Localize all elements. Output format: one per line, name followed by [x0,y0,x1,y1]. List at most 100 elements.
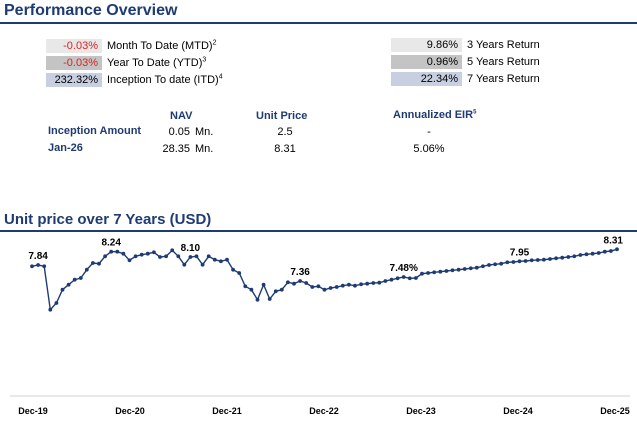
data-point [194,254,199,259]
data-point [152,250,156,255]
data-point [420,271,424,276]
x-tick-label: Dec-21 [212,406,242,416]
data-point [206,254,211,259]
data-point [590,251,595,256]
data-point [474,265,479,270]
data-point [328,286,333,290]
data-point [542,257,546,262]
x-tick-label: Dec-20 [115,406,145,416]
point-label: 7.84 [28,251,48,262]
data-point [523,259,528,263]
data-point [103,254,107,259]
data-point [511,260,516,264]
perf-row-itd: 232.32% Inception To date (ITD)4 [46,73,223,87]
eir-footnote: 5 [473,109,477,116]
data-point [371,281,376,285]
data-point [481,264,485,269]
data-point [535,258,540,262]
data-point [292,281,296,286]
data-point [133,254,138,259]
data-point [261,282,266,287]
data-point [487,263,491,267]
return-3y-label: 3 Years Return [467,39,540,51]
data-point [36,263,40,267]
return-7y-label: 7 Years Return [467,73,540,85]
perf-row-5y: 0.96% 5 Years Return [391,55,540,69]
data-point [560,255,565,260]
data-point [127,258,132,263]
data-point [219,259,223,264]
data-point [212,257,217,262]
data-point [243,284,248,289]
data-point [84,267,89,272]
data-point [377,280,382,285]
return-7y-value: 22.34% [391,72,462,86]
data-point [188,255,193,259]
x-tick-label: Dec-25 [600,406,630,416]
data-point [139,252,144,257]
data-point [30,264,34,269]
data-point [347,282,351,287]
jan26-eir: 5.06% [413,143,445,155]
data-point [554,256,558,261]
unit-price-chart: 7.84 8.24 8.10 7.36 7.48% 7.95 8.31 Dec-19 Dec-2… [10,235,630,416]
data-point [401,275,406,279]
perf-row-ytd: -0.03% Year To Date (YTD)3 [46,56,206,70]
data-point [444,269,449,273]
data-point [407,276,412,281]
inception-unit-price: 2.5 [277,126,293,138]
data-point [145,251,150,256]
data-point [334,285,339,289]
data-point [200,262,205,267]
point-label: 8.24 [101,238,121,249]
x-tick-label: Dec-23 [406,406,436,416]
data-point [231,267,236,272]
mtd-footnote: 2 [212,39,217,47]
jan26-nav-unit: Mn. [195,143,214,155]
mtd-label: Month To Date (MTD)2 [102,39,217,52]
data-point [78,276,83,280]
data-point [468,266,473,271]
data-point [493,262,497,267]
data-point [304,281,309,285]
data-point [322,287,327,292]
perf-row-7y: 22.34% 7 Years Return [391,72,540,86]
chart-series [30,247,619,312]
data-point [182,262,187,267]
inception-eir: - [427,126,431,138]
unit-price-line [31,248,618,312]
col-header-nav: NAV [170,110,193,122]
return-5y-label: 5 Years Return [467,56,540,68]
point-label: 7.48% [390,263,418,274]
inception-nav-unit: Mn. [195,126,214,138]
data-point [279,287,284,292]
itd-value: 232.32% [46,73,102,87]
data-point [389,277,394,282]
data-point [609,249,613,253]
title-underline [0,22,637,24]
inception-nav: 0.05 [168,126,190,138]
x-tick-label: Dec-22 [309,406,339,416]
data-point [66,282,71,287]
ytd-label: Year To Date (YTD)3 [102,56,206,69]
data-point [566,255,571,259]
perf-row-mtd: -0.03% Month To Date (MTD)2 [46,39,216,53]
data-point [121,251,126,256]
col-header-eir: Annualized EIR5 [393,109,476,121]
jan26-unit-price: 8.31 [274,143,296,155]
data-point [42,264,47,269]
x-tick-label: Dec-19 [18,406,48,416]
data-point [505,260,510,265]
chart-labels: 7.84 8.24 8.10 7.36 7.48% 7.95 8.31 Dec-19 Dec-2… [18,235,630,416]
point-label: 7.36 [290,267,310,278]
page-title: Performance Overview [4,2,178,19]
data-point [529,258,534,263]
row-label-inception: Inception Amount [48,125,142,137]
data-point [365,281,370,286]
return-5y-value: 0.96% [391,55,462,69]
data-point [572,254,577,259]
data-point [414,276,418,280]
data-point [615,247,619,252]
chart-title-underline [0,230,637,232]
point-label: 8.31 [604,235,624,246]
